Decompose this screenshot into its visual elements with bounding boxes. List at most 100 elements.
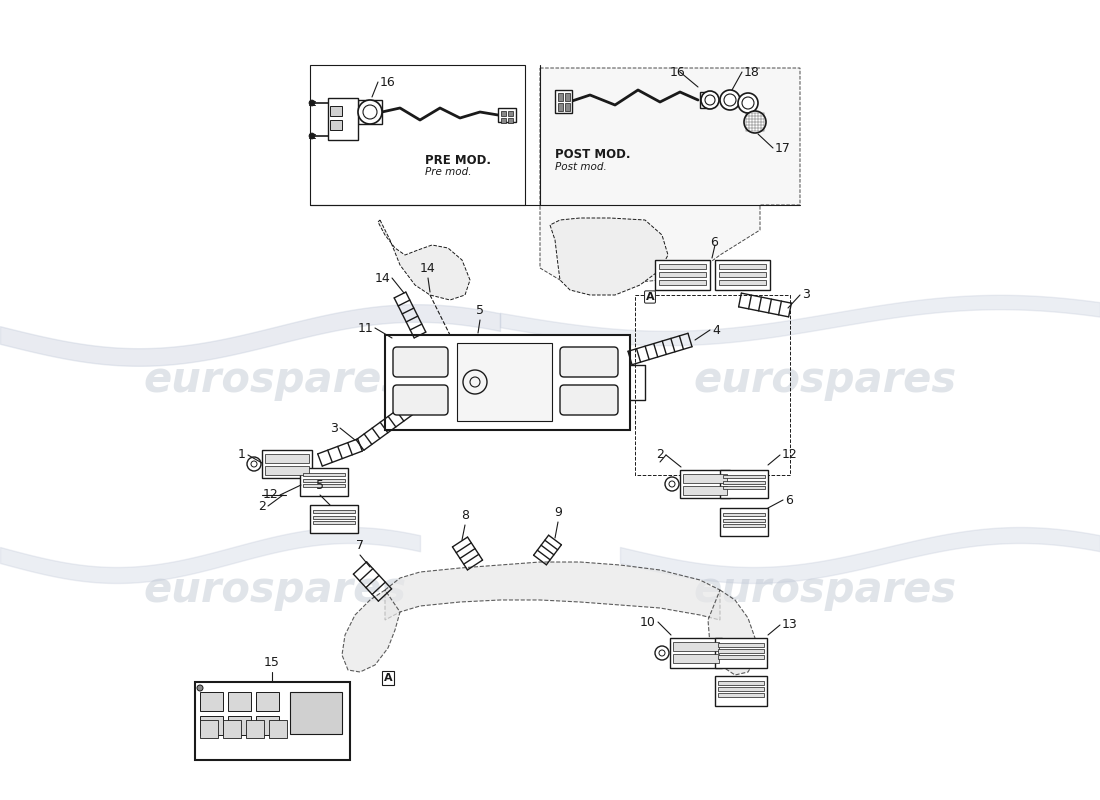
Bar [262, 450, 312, 478]
Bar [314, 510, 355, 514]
Circle shape [309, 133, 315, 139]
Bar [246, 720, 264, 738]
Bar [498, 108, 516, 122]
Bar [718, 693, 764, 697]
Bar [385, 335, 630, 430]
Bar [720, 508, 768, 536]
Bar [565, 93, 570, 101]
Bar [508, 111, 513, 116]
Circle shape [197, 685, 204, 691]
Bar [302, 478, 345, 482]
Bar [719, 264, 766, 269]
Bar [302, 473, 345, 477]
Text: 13: 13 [782, 618, 797, 631]
Text: 11: 11 [358, 322, 373, 334]
Bar [670, 638, 722, 668]
Bar [719, 272, 766, 277]
Text: eurospares: eurospares [143, 359, 407, 401]
Circle shape [720, 90, 740, 110]
Bar [659, 272, 706, 277]
Bar [719, 280, 766, 285]
Text: 12: 12 [782, 449, 797, 462]
Text: 1: 1 [238, 449, 246, 462]
Bar [558, 93, 563, 101]
Text: 7: 7 [356, 539, 364, 552]
Text: Pre mod.: Pre mod. [425, 167, 472, 177]
Bar [500, 118, 506, 123]
Text: 3: 3 [330, 422, 338, 434]
Text: 8: 8 [461, 509, 469, 522]
Text: 4: 4 [712, 323, 719, 337]
Bar [310, 505, 358, 533]
Bar [265, 454, 309, 463]
Bar [673, 654, 719, 663]
Bar [456, 343, 552, 421]
Text: eurospares: eurospares [693, 569, 957, 611]
Bar [718, 643, 764, 647]
Bar [270, 720, 287, 738]
FancyBboxPatch shape [560, 347, 618, 377]
Bar [718, 650, 764, 653]
Polygon shape [385, 562, 720, 620]
Bar [200, 692, 223, 711]
Bar [715, 260, 770, 290]
Bar [723, 486, 764, 490]
Bar [508, 118, 513, 123]
Text: A: A [646, 292, 654, 302]
Text: 2: 2 [258, 499, 266, 513]
Bar [720, 470, 768, 498]
Bar [330, 120, 342, 130]
Bar [314, 521, 355, 525]
Circle shape [654, 646, 669, 660]
Bar [723, 524, 764, 527]
Bar [300, 468, 348, 496]
Text: PRE MOD.: PRE MOD. [425, 154, 491, 166]
Bar [683, 474, 727, 483]
Bar [718, 655, 764, 659]
Text: eurospares: eurospares [693, 359, 957, 401]
Circle shape [666, 477, 679, 491]
Text: Post mod.: Post mod. [556, 162, 607, 172]
Bar [265, 466, 309, 475]
Circle shape [744, 111, 766, 133]
Polygon shape [540, 68, 800, 285]
Bar [195, 682, 350, 760]
Circle shape [738, 93, 758, 113]
FancyBboxPatch shape [393, 385, 448, 415]
Text: 14: 14 [374, 271, 390, 285]
Bar [314, 516, 355, 519]
Text: 16: 16 [670, 66, 686, 78]
FancyBboxPatch shape [393, 347, 448, 377]
Bar [659, 264, 706, 269]
Bar [723, 475, 764, 478]
Bar [723, 513, 764, 517]
Text: 18: 18 [744, 66, 760, 78]
Bar [673, 642, 719, 651]
Bar [310, 65, 525, 205]
Circle shape [358, 100, 382, 124]
Bar [680, 470, 730, 498]
Polygon shape [378, 220, 470, 300]
Text: 5: 5 [316, 479, 324, 492]
Polygon shape [342, 590, 400, 672]
Text: eurospares: eurospares [143, 569, 407, 611]
Polygon shape [708, 590, 755, 675]
Bar [223, 720, 241, 738]
Bar [565, 103, 570, 111]
Bar [558, 103, 563, 111]
Text: 12: 12 [262, 489, 278, 502]
Bar [718, 687, 764, 691]
Text: 14: 14 [420, 262, 436, 275]
Bar [635, 295, 790, 475]
Bar [556, 90, 572, 113]
Bar [715, 638, 767, 668]
Text: 15: 15 [264, 656, 279, 669]
FancyBboxPatch shape [560, 385, 618, 415]
Bar [290, 692, 342, 734]
Text: 6: 6 [711, 237, 718, 250]
Bar [228, 692, 251, 711]
Text: 16: 16 [379, 75, 396, 89]
Text: 3: 3 [802, 289, 810, 302]
Bar [328, 98, 358, 140]
Text: 10: 10 [640, 615, 656, 629]
